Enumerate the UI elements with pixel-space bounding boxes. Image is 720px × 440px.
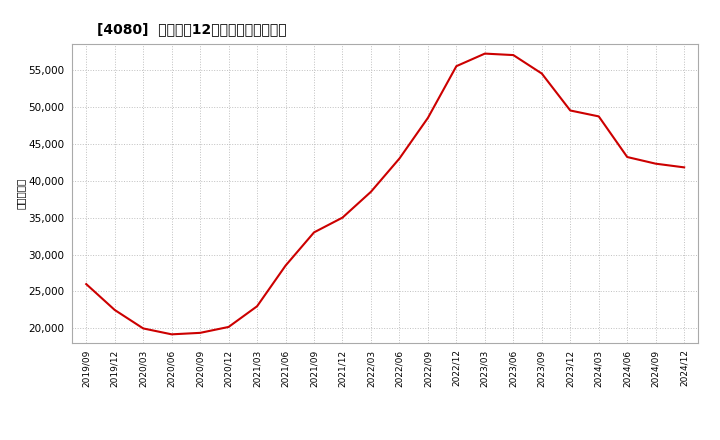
Y-axis label: （百万円）: （百万円） (15, 178, 25, 209)
Text: [4080]  売上高の12か月移動合計の推移: [4080] 売上高の12か月移動合計の推移 (97, 22, 287, 36)
